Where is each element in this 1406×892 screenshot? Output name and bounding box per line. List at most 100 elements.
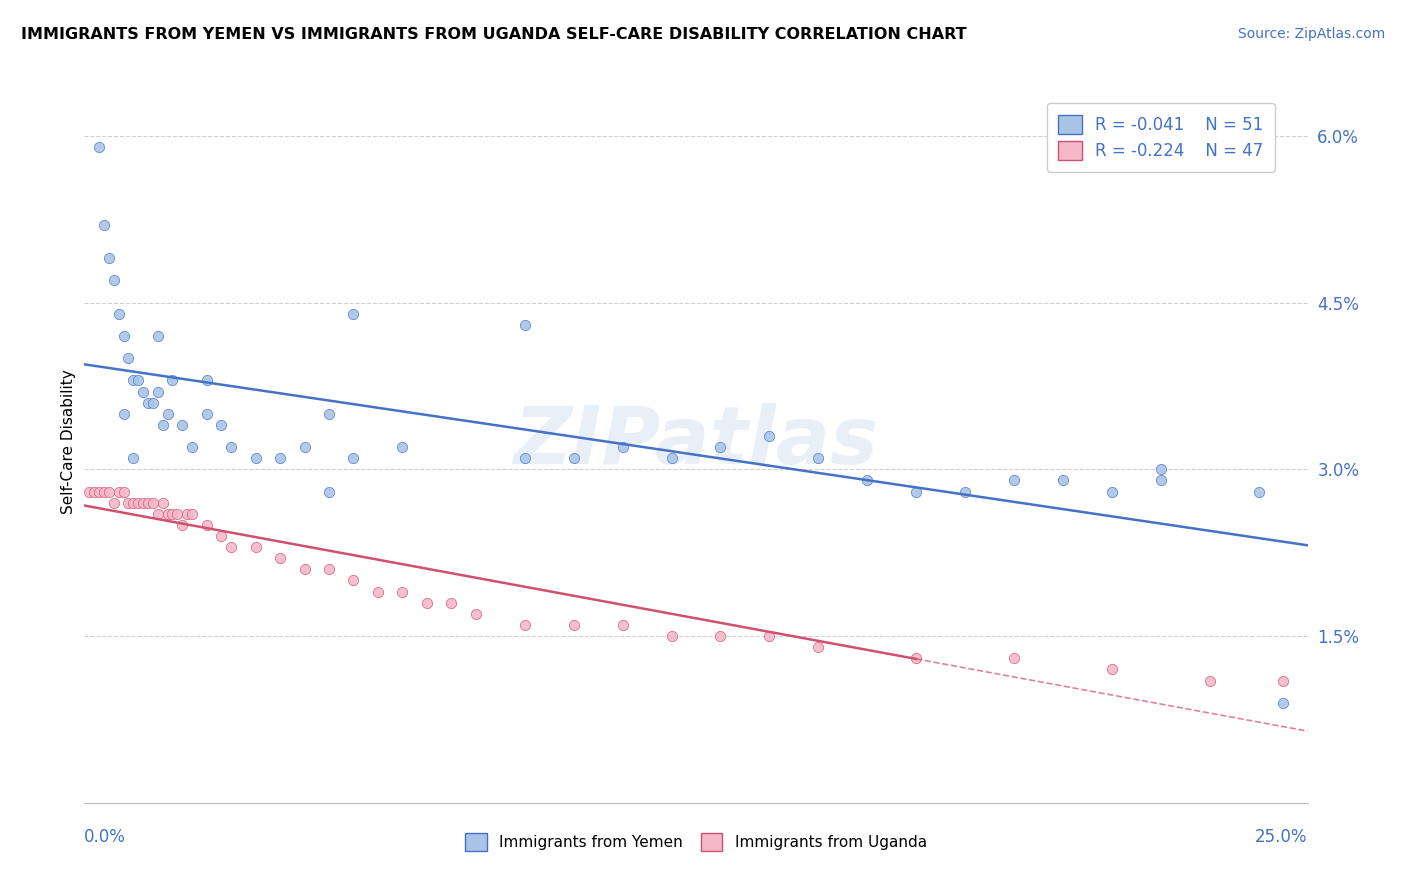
Point: [758, 429, 780, 443]
Point: [195, 373, 218, 387]
Point: [97, 251, 120, 265]
Point: [807, 451, 830, 466]
Point: [416, 596, 439, 610]
Y-axis label: Self-Care Disability: Self-Care Disability: [60, 369, 76, 514]
Point: [172, 517, 194, 532]
Point: [440, 596, 463, 610]
Point: [132, 384, 155, 399]
Text: 25.0%: 25.0%: [1256, 828, 1308, 846]
Point: [195, 407, 218, 421]
Point: [1198, 673, 1220, 688]
Point: [269, 451, 291, 466]
Point: [562, 451, 585, 466]
Point: [181, 507, 204, 521]
Point: [1272, 673, 1295, 688]
Text: ZIPatlas: ZIPatlas: [513, 402, 879, 481]
Point: [122, 373, 145, 387]
Point: [464, 607, 486, 621]
Point: [318, 562, 340, 576]
Text: Source: ZipAtlas.com: Source: ZipAtlas.com: [1237, 27, 1385, 41]
Point: [136, 496, 159, 510]
Point: [166, 507, 188, 521]
Point: [152, 496, 174, 510]
Point: [162, 507, 184, 521]
Point: [136, 395, 159, 409]
Point: [1150, 474, 1173, 488]
Point: [1272, 696, 1295, 710]
Point: [513, 318, 536, 332]
Point: [146, 329, 169, 343]
Point: [152, 417, 174, 432]
Point: [1052, 474, 1074, 488]
Point: [142, 395, 165, 409]
Point: [181, 440, 204, 454]
Point: [1101, 484, 1123, 499]
Point: [142, 496, 165, 510]
Point: [112, 407, 135, 421]
Point: [513, 451, 536, 466]
Point: [112, 484, 135, 499]
Point: [122, 451, 145, 466]
Point: [661, 629, 683, 643]
Point: [132, 496, 155, 510]
Point: [1150, 462, 1173, 476]
Point: [562, 618, 585, 632]
Point: [156, 507, 179, 521]
Point: [269, 551, 291, 566]
Point: [612, 440, 634, 454]
Point: [318, 484, 340, 499]
Point: [1002, 651, 1025, 665]
Point: [156, 407, 179, 421]
Point: [103, 496, 125, 510]
Point: [87, 140, 110, 154]
Point: [245, 451, 267, 466]
Point: [209, 417, 232, 432]
Point: [195, 517, 218, 532]
Point: [127, 373, 149, 387]
Point: [122, 496, 145, 510]
Point: [294, 440, 316, 454]
Point: [117, 496, 139, 510]
Point: [758, 629, 780, 643]
Point: [807, 640, 830, 655]
Point: [318, 407, 340, 421]
Point: [709, 629, 731, 643]
Point: [209, 529, 232, 543]
Point: [117, 351, 139, 366]
Point: [97, 484, 120, 499]
Point: [342, 307, 364, 321]
Point: [219, 440, 242, 454]
Point: [1247, 484, 1270, 499]
Point: [127, 496, 149, 510]
Point: [219, 540, 242, 554]
Point: [93, 218, 115, 232]
Point: [905, 484, 928, 499]
Point: [146, 384, 169, 399]
Point: [391, 440, 413, 454]
Point: [391, 584, 413, 599]
Point: [661, 451, 683, 466]
Point: [513, 618, 536, 632]
Point: [856, 474, 879, 488]
Point: [245, 540, 267, 554]
Point: [146, 507, 169, 521]
Point: [905, 651, 928, 665]
Point: [342, 451, 364, 466]
Point: [1101, 662, 1123, 676]
Point: [107, 307, 129, 321]
Point: [176, 507, 198, 521]
Point: [612, 618, 634, 632]
Legend: Immigrants from Yemen, Immigrants from Uganda: Immigrants from Yemen, Immigrants from U…: [456, 824, 936, 860]
Point: [172, 417, 194, 432]
Point: [93, 484, 115, 499]
Point: [953, 484, 976, 499]
Point: [367, 584, 389, 599]
Point: [77, 484, 100, 499]
Point: [1002, 474, 1025, 488]
Point: [87, 484, 110, 499]
Point: [112, 329, 135, 343]
Point: [709, 440, 731, 454]
Point: [103, 273, 125, 287]
Point: [162, 373, 184, 387]
Point: [83, 484, 105, 499]
